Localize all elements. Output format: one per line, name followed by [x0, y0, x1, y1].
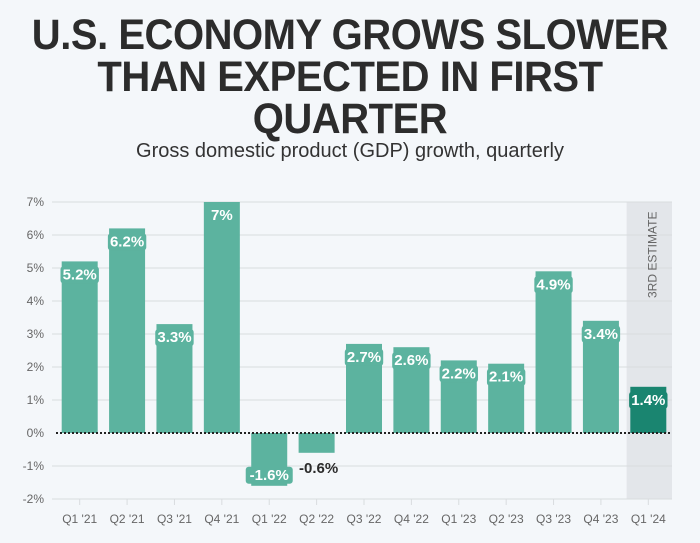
- y-tick-label: 0%: [27, 426, 45, 440]
- x-tick-label: Q4 '21: [204, 512, 239, 526]
- data-label-bg: [245, 466, 293, 484]
- x-tick-label: Q3 '21: [157, 512, 192, 526]
- data-label-bg: [107, 233, 147, 251]
- data-label: 3.3%: [157, 329, 191, 346]
- data-label: 7%: [211, 207, 233, 224]
- data-label-bg: [486, 368, 526, 386]
- y-tick-label: 7%: [27, 195, 45, 209]
- data-label-bg: [155, 329, 194, 347]
- data-label: 2.2%: [442, 365, 476, 382]
- x-tick-label: Q1 '24: [631, 512, 666, 526]
- x-tick-label: Q4 '23: [583, 512, 618, 526]
- x-tick-label: Q2 '23: [489, 512, 524, 526]
- chart-subtitle: Gross domestic product (GDP) growth, qua…: [136, 140, 564, 162]
- estimate-annotation: 3RD ESTIMATE: [645, 212, 659, 298]
- x-tick-label: Q3 '23: [536, 512, 571, 526]
- x-tick-label: Q1 '22: [252, 512, 287, 526]
- title-line-2: THAN EXPECTED IN FIRST: [97, 53, 603, 101]
- title-line-3: QUARTER: [252, 95, 448, 143]
- data-label: 2.1%: [489, 369, 523, 386]
- data-label: 2.6%: [394, 352, 428, 369]
- data-label-bg: [534, 276, 573, 294]
- data-label-bg: [211, 207, 233, 224]
- data-label: 5.2%: [63, 266, 97, 283]
- data-label-bg: [629, 391, 668, 409]
- data-label-bg: [439, 365, 478, 383]
- x-tick-label: Q1 '23: [441, 512, 476, 526]
- y-tick-label: -2%: [23, 492, 45, 506]
- y-tick-label: 3%: [27, 327, 45, 341]
- x-tick-label: Q1 '21: [62, 512, 97, 526]
- y-tick-label: 5%: [27, 261, 45, 275]
- bar: [109, 228, 146, 433]
- x-tick-label: Q2 '22: [299, 512, 334, 526]
- data-label: 2.7%: [347, 349, 381, 366]
- y-tick-label: -1%: [23, 459, 45, 473]
- bar: [61, 261, 98, 433]
- estimate-band: [626, 202, 672, 499]
- data-label: 3.4%: [584, 326, 618, 343]
- y-tick-label: 4%: [27, 294, 45, 308]
- data-label: 1.4%: [631, 392, 665, 409]
- data-label: -1.6%: [250, 467, 289, 484]
- data-label-bg: [581, 325, 621, 343]
- bar: [298, 433, 335, 453]
- x-tick-label: Q3 '22: [347, 512, 382, 526]
- data-label: 6.2%: [110, 233, 144, 250]
- data-label-bg: [344, 348, 384, 366]
- y-tick-label: 6%: [27, 228, 45, 242]
- bar: [203, 202, 240, 433]
- x-tick-label: Q4 '22: [394, 512, 429, 526]
- title-line-1: U.S. ECONOMY GROWS SLOWER: [31, 11, 669, 59]
- y-tick-label: 2%: [27, 360, 45, 374]
- data-label: 4.9%: [536, 276, 570, 293]
- data-label-bg: [60, 266, 99, 284]
- x-tick-label: Q2 '21: [110, 512, 145, 526]
- data-label: -0.6%: [299, 460, 338, 477]
- bar: [535, 271, 572, 433]
- y-tick-label: 1%: [27, 393, 45, 407]
- chart-title: U.S. ECONOMY GROWS SLOWER THAN EXPECTED …: [25, 11, 676, 143]
- data-label-bg: [392, 352, 431, 370]
